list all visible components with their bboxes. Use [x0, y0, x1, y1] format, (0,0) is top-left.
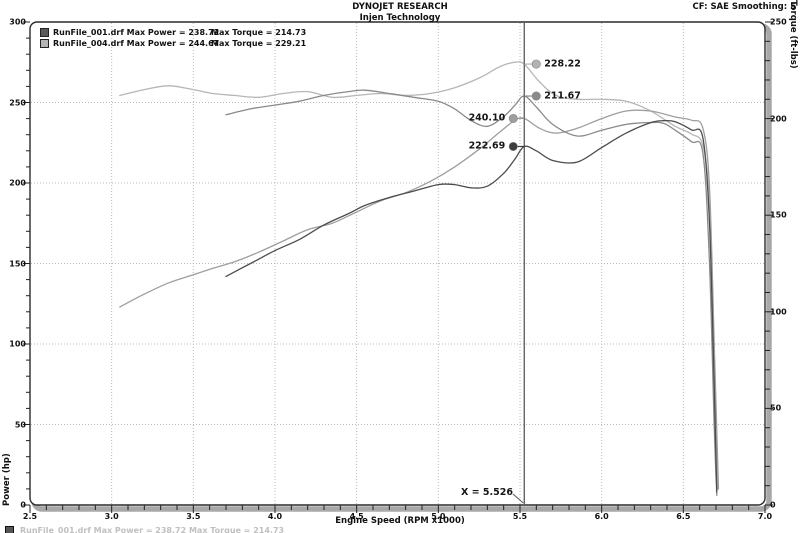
y-left-tick-label: 100 — [9, 339, 26, 349]
power-curve-runfile_004 — [119, 109, 720, 490]
cursor-readout-runfile_001-torque: 211.67 — [544, 90, 581, 102]
x-tick-label: 2.5 — [22, 512, 38, 521]
y-right-tick-label: 0 — [770, 500, 776, 510]
page-subtitle: Injen Technology — [359, 13, 441, 23]
y-left-tick-label: 300 — [9, 17, 26, 27]
x-tick-label: 3.0 — [104, 512, 119, 521]
y-right-tick-label: 50 — [770, 403, 782, 413]
y-left-tick-label: 250 — [9, 98, 26, 107]
y-axis-label-torque: Torque (ft-lbs) — [788, 0, 798, 69]
y-axis-label-power: Power (hp) — [2, 453, 12, 506]
y-left-tick-label: 0 — [20, 500, 26, 510]
cursor-label-leader-line — [512, 493, 524, 504]
footer-legend-text: RunFile_001.drf Max Power = 238.72 Max T… — [20, 526, 285, 533]
torque-curve-runfile_001 — [225, 89, 718, 496]
readout-marker-dot — [531, 59, 541, 69]
y-right-tick-label: 250 — [770, 17, 787, 27]
x-tick-label: 3.5 — [186, 512, 201, 521]
x-tick-label: 6.0 — [594, 512, 609, 521]
power-curve-runfile_001 — [225, 119, 718, 493]
x-tick-label: 6.5 — [676, 512, 691, 521]
correction-smoothing-info: CF: SAE Smoothing: 5 — [692, 2, 797, 12]
x-tick-label: 5.0 — [431, 512, 446, 521]
page-title: DYNOJET RESEARCH — [352, 2, 448, 12]
x-tick-label: 4.5 — [349, 512, 364, 521]
cursor-readout-runfile_001-power: 222.69 — [468, 140, 506, 152]
y-left-tick-label: 200 — [9, 178, 26, 188]
x-tick-label: 5.5 — [512, 512, 528, 521]
x-tick-label: 7.0 — [757, 512, 773, 521]
readout-marker-dot — [531, 91, 541, 101]
torque-curve-runfile_004 — [119, 61, 719, 491]
readout-marker-dot — [508, 141, 518, 151]
run-color-swatch-icon — [40, 38, 49, 48]
y-right-tick-label: 100 — [770, 307, 787, 317]
cursor-readout-runfile_004-power: 240.10 — [468, 112, 506, 124]
run-color-swatch-icon — [5, 526, 14, 533]
footer-legend-row-cropped[interactable]: RunFile_001.drf Max Power = 238.72 Max T… — [5, 526, 284, 533]
legend-row-runfile-001[interactable]: RunFile_001.drf Max Power = 238.72 Max T… — [40, 27, 306, 37]
legend-max-torque: Max Torque = 214.73 — [211, 27, 307, 37]
run-color-swatch-icon — [40, 27, 49, 37]
y-left-tick-label: 50 — [14, 420, 26, 429]
cursor-readout-runfile_004-torque: 228.22 — [544, 58, 581, 70]
x-tick-label: 4.0 — [267, 512, 283, 521]
x-axis-label: Engine Speed (RPM x1000) — [335, 516, 465, 526]
y-right-tick-label: 200 — [770, 114, 787, 124]
legend-row-runfile-004[interactable]: RunFile_004.drf Max Power = 244.67 Max T… — [40, 38, 306, 48]
readout-marker-dot — [508, 113, 518, 123]
y-left-tick-label: 150 — [9, 259, 26, 268]
y-right-tick-label: 150 — [770, 210, 787, 220]
legend-file-and-power: RunFile_004.drf Max Power = 244.67 — [53, 38, 220, 48]
legend: RunFile_001.drf Max Power = 238.72 Max T… — [40, 27, 306, 49]
cursor-x-value-label: X = 5.526 — [461, 487, 513, 498]
legend-max-torque: Max Torque = 229.21 — [211, 38, 307, 48]
legend-file-and-power: RunFile_001.drf Max Power = 238.72 — [53, 27, 220, 37]
